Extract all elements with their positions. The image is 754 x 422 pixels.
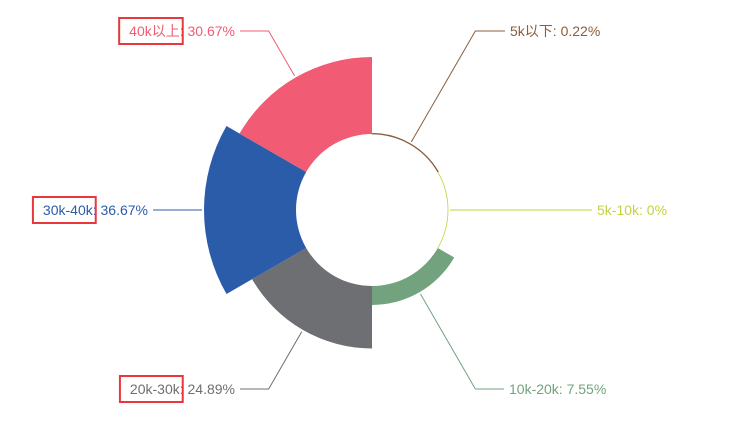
chart-label-lines [153,30,592,390]
label-line-5k-below [410,30,505,143]
chart-slices [204,57,455,349]
highlight-box-20k-30k [118,375,184,403]
highlight-box-40k-plus [118,17,184,45]
slice-5k-10k[interactable] [437,171,449,249]
highlight-box-30k-40k [31,196,97,224]
label-line-10k-20k [420,293,504,390]
slice-40k-plus[interactable] [239,57,372,172]
data-label-10k-20k: 10k-20k: 7.55% [509,381,606,397]
slice-5k-below[interactable] [371,133,439,173]
slice-30k-40k[interactable] [204,126,307,294]
data-label-5k-below: 5k以下: 0.22% [510,23,600,39]
chart-highlight-boxes [31,17,184,403]
data-label-5k-10k: 5k-10k: 0% [597,202,667,218]
slice-20k-30k[interactable] [252,248,372,349]
slice-10k-20k[interactable] [372,248,455,305]
label-line-40k-plus [240,30,295,77]
label-line-20k-30k [240,331,303,390]
